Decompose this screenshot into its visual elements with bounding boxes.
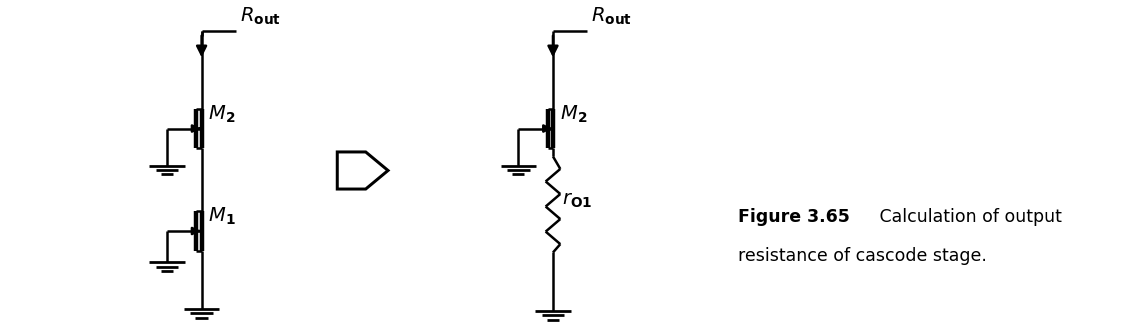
Text: Figure 3.65: Figure 3.65 xyxy=(738,208,850,226)
Text: $\mathbf{\it{R}}_{\mathbf{out}}$: $\mathbf{\it{R}}_{\mathbf{out}}$ xyxy=(240,6,280,27)
Text: $\mathbf{\it{M}}_{\mathbf{2}}$: $\mathbf{\it{M}}_{\mathbf{2}}$ xyxy=(209,103,236,125)
Text: resistance of cascode stage.: resistance of cascode stage. xyxy=(738,247,987,265)
Text: $\mathbf{\it{M}}_{\mathbf{2}}$: $\mathbf{\it{M}}_{\mathbf{2}}$ xyxy=(560,103,587,125)
Text: Calculation of output: Calculation of output xyxy=(863,208,1063,226)
Text: $\mathbf{\it{R}}_{\mathbf{out}}$: $\mathbf{\it{R}}_{\mathbf{out}}$ xyxy=(591,6,632,27)
Text: $\mathbf{\it{M}}_{\mathbf{1}}$: $\mathbf{\it{M}}_{\mathbf{1}}$ xyxy=(209,206,236,227)
Text: $\mathbf{\it{r}}_{\mathbf{O1}}$: $\mathbf{\it{r}}_{\mathbf{O1}}$ xyxy=(562,191,592,210)
